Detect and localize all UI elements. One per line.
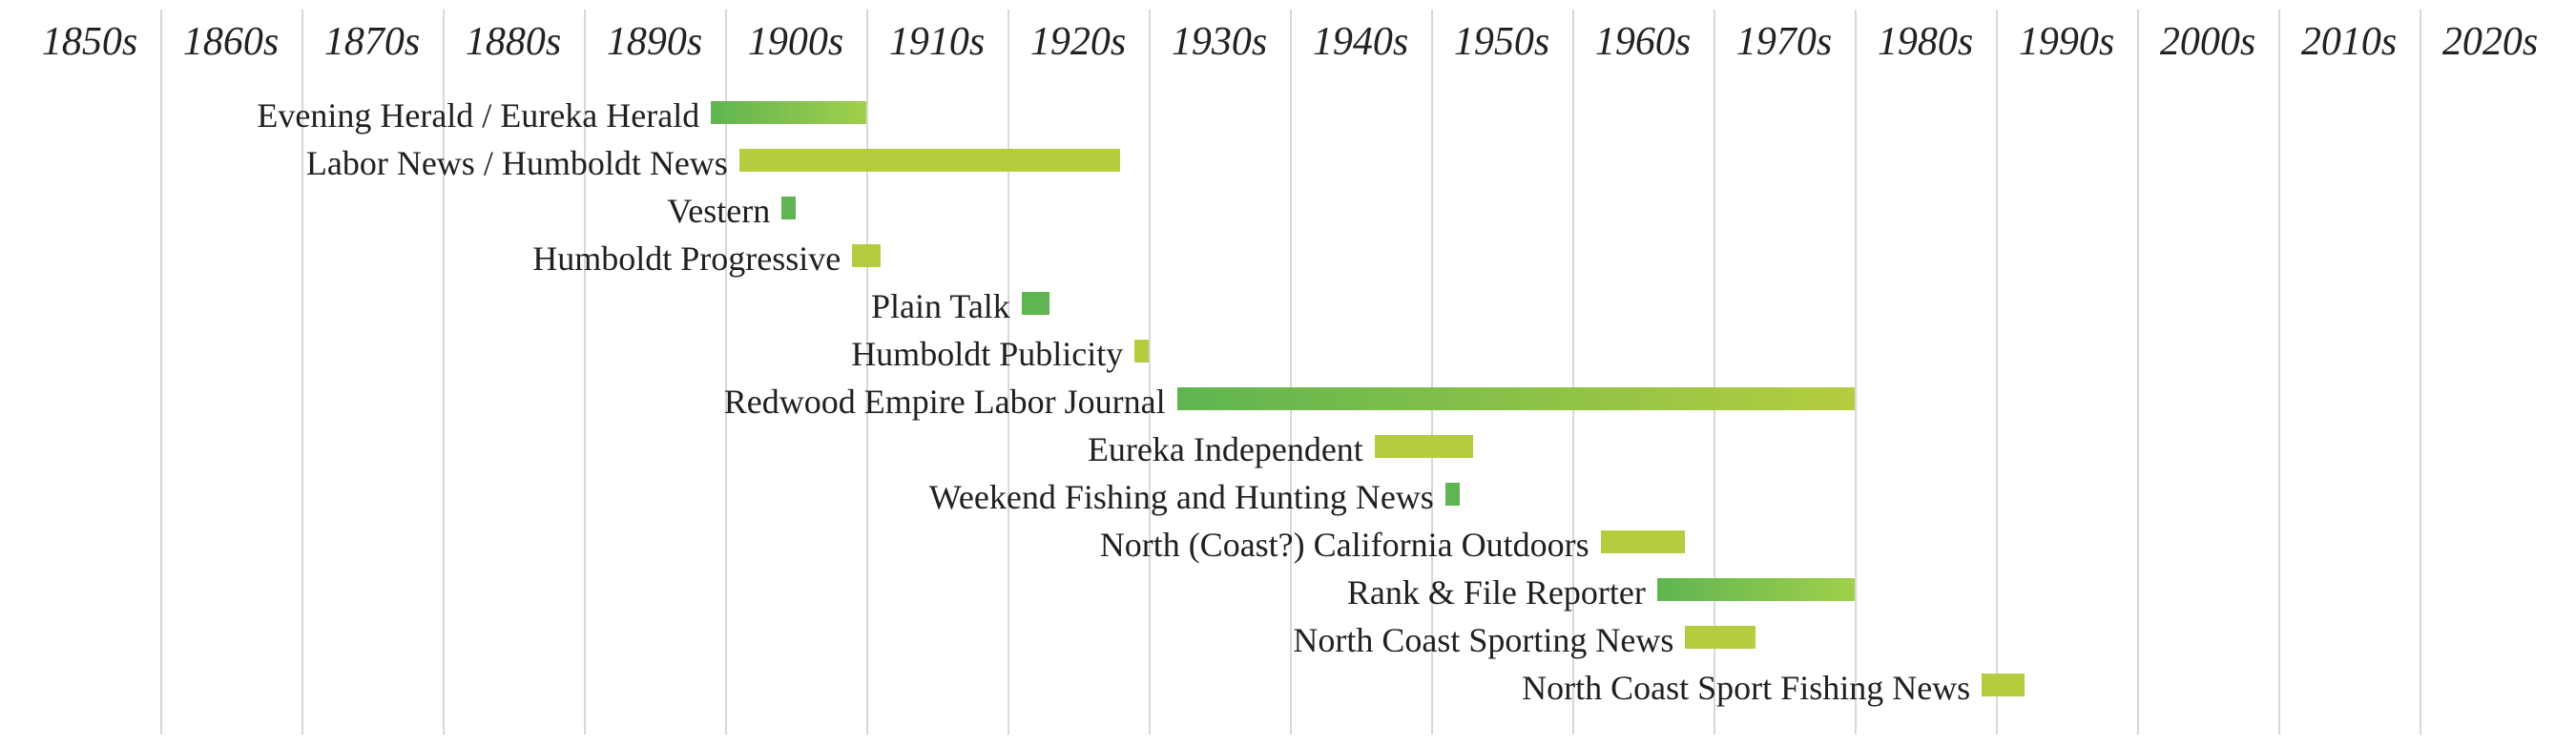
row-label: North (Coast?) California Outdoors xyxy=(1100,525,1589,565)
decade-label: 1920s xyxy=(1008,19,1149,65)
timeline-bar xyxy=(1982,674,2024,696)
row-label: Evening Herald / Eureka Herald xyxy=(257,95,699,135)
timeline-bar xyxy=(1022,292,1050,315)
row-label: Weekend Fishing and Hunting News xyxy=(929,477,1434,517)
timeline-row: Evening Herald / Eureka Herald xyxy=(0,95,2576,132)
decade-label: 2010s xyxy=(2278,19,2420,65)
row-label: North Coast Sporting News xyxy=(1293,620,1673,660)
row-label: Labor News / Humboldt News xyxy=(306,143,728,183)
timeline-bar xyxy=(711,101,866,124)
timeline-bar xyxy=(1445,483,1460,506)
row-label: Humboldt Progressive xyxy=(532,239,841,279)
decade-label: 1950s xyxy=(1431,19,1572,65)
timeline-bar xyxy=(852,244,881,267)
decade-label: 1900s xyxy=(725,19,866,65)
decade-label: 1870s xyxy=(301,19,443,65)
timeline-row: North Coast Sporting News xyxy=(0,620,2576,656)
decade-header: 1850s1860s1870s1880s1890s1900s1910s1920s… xyxy=(0,0,2576,76)
decade-label: 1880s xyxy=(443,19,584,65)
timeline-row: Humboldt Publicity xyxy=(0,334,2576,370)
timeline-row: Vestern xyxy=(0,191,2576,227)
decade-label: 2020s xyxy=(2420,19,2561,65)
row-label: Vestern xyxy=(667,191,770,231)
timeline-bar xyxy=(1134,340,1149,363)
timeline-row: Labor News / Humboldt News xyxy=(0,143,2576,179)
timeline-row: Humboldt Progressive xyxy=(0,239,2576,275)
timeline-row: Weekend Fishing and Hunting News xyxy=(0,477,2576,513)
timeline-bar xyxy=(1601,530,1686,553)
decade-label: 1940s xyxy=(1290,19,1431,65)
timeline-row: North Coast Sport Fishing News xyxy=(0,668,2576,704)
timeline-bar xyxy=(1657,578,1855,601)
row-label: Rank & File Reporter xyxy=(1347,572,1646,612)
timeline-row: Redwood Empire Labor Journal xyxy=(0,382,2576,418)
decade-label: 1860s xyxy=(160,19,301,65)
timeline-bar xyxy=(781,197,796,219)
timeline-bar xyxy=(1685,626,1755,649)
decade-label: 1960s xyxy=(1572,19,1714,65)
timeline-row: Eureka Independent xyxy=(0,429,2576,466)
timeline-bar xyxy=(1375,435,1474,458)
decade-label: 1930s xyxy=(1149,19,1290,65)
timeline-row: North (Coast?) California Outdoors xyxy=(0,525,2576,561)
timeline-bar xyxy=(1177,387,1855,410)
row-label: Humboldt Publicity xyxy=(851,334,1123,374)
timeline-row: Rank & File Reporter xyxy=(0,572,2576,609)
timeline-bar xyxy=(739,149,1121,172)
decade-label: 1890s xyxy=(584,19,725,65)
row-label: Plain Talk xyxy=(871,286,1010,326)
row-label: Redwood Empire Labor Journal xyxy=(724,382,1166,422)
timeline-chart: 1850s1860s1870s1880s1890s1900s1910s1920s… xyxy=(0,0,2576,747)
decade-label: 2000s xyxy=(2137,19,2278,65)
row-label: North Coast Sport Fishing News xyxy=(1522,668,1970,708)
decade-label: 1980s xyxy=(1855,19,1996,65)
decade-label: 1850s xyxy=(19,19,160,65)
row-label: Eureka Independent xyxy=(1088,429,1363,469)
decade-label: 1910s xyxy=(866,19,1008,65)
decade-label: 1990s xyxy=(1996,19,2137,65)
timeline-row: Plain Talk xyxy=(0,286,2576,322)
decade-label: 1970s xyxy=(1714,19,1855,65)
